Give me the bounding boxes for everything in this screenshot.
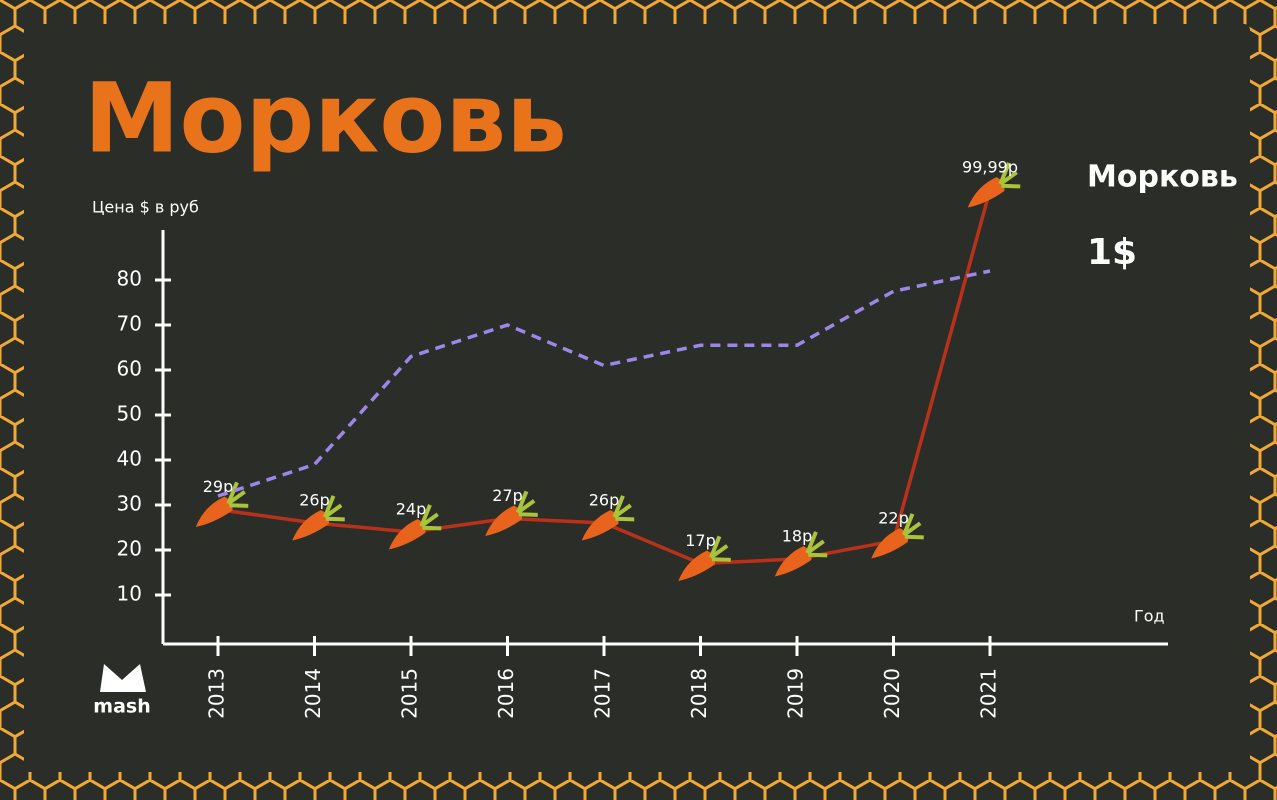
x-tick-label: 2014: [301, 668, 325, 719]
carrot-marker: [871, 513, 924, 559]
x-tick-label: 2017: [591, 668, 615, 719]
y-tick-label: 40: [117, 447, 142, 471]
y-tick-label: 50: [117, 402, 142, 426]
carrot-marker: [292, 495, 345, 541]
value-label: 22р: [878, 509, 909, 528]
panel: [24, 24, 1250, 772]
legend-label: 1$: [1087, 232, 1137, 273]
logo: mash: [93, 696, 150, 718]
y-tick-label: 60: [117, 357, 142, 381]
carrot-body: [581, 510, 619, 541]
value-label: 27р: [492, 486, 523, 505]
carrot-leaves: [419, 504, 442, 531]
y-axis-label: Цена $ в руб: [92, 198, 199, 217]
value-label: 18р: [782, 527, 813, 546]
x-tick-label: 2019: [784, 668, 808, 719]
value-label: 29р: [203, 477, 234, 496]
x-tick-label: 2016: [494, 668, 518, 719]
carrot-body: [871, 528, 909, 559]
y-tick-label: 30: [117, 492, 142, 516]
carrot-body: [678, 550, 716, 581]
x-tick-label: 2013: [205, 668, 229, 719]
x-tick-label: 2015: [398, 668, 422, 719]
y-tick-label: 20: [117, 537, 142, 561]
value-label: 99,99р: [962, 158, 1018, 177]
x-tick-label: 2020: [880, 668, 904, 719]
carrot-body: [388, 519, 426, 550]
x-tick-label: 2021: [977, 668, 1001, 719]
carrot-body: [195, 496, 233, 527]
carrot-body: [774, 546, 812, 577]
carrot-body: [292, 510, 330, 541]
carrot-marker: [485, 490, 538, 536]
legend-label: Морковь: [1087, 160, 1238, 195]
y-tick-label: 70: [117, 312, 142, 336]
chart-title: Морковь: [84, 62, 567, 174]
logo-icon: [100, 664, 146, 692]
carrot-body: [967, 177, 1005, 208]
y-tick-label: 10: [117, 582, 142, 606]
value-label: 26р: [299, 491, 330, 510]
value-label: 24р: [396, 500, 427, 519]
carrot-leaves: [709, 535, 731, 562]
carrot-leaves: [516, 490, 538, 517]
carrot-marker: [195, 481, 249, 527]
carrot-marker: [581, 495, 635, 541]
y-tick-label: 80: [117, 267, 142, 291]
carrot-marker: [678, 535, 731, 581]
x-axis-label: Год: [1134, 607, 1165, 626]
carrot-leaves: [902, 513, 924, 540]
carrot-leaves: [805, 531, 828, 558]
carrot-leaves: [226, 481, 249, 508]
series-line: [217, 269, 991, 498]
carrot-body: [485, 505, 523, 536]
value-label: 26р: [589, 491, 620, 510]
value-label: 17р: [685, 531, 716, 550]
carrot-marker: [774, 531, 828, 577]
carrot-leaves: [998, 162, 1021, 189]
x-tick-label: 2018: [687, 668, 711, 719]
carrot-marker: [388, 504, 442, 550]
carrot-leaves: [612, 495, 635, 522]
carrot-leaves: [323, 495, 345, 522]
carrot-marker: [967, 162, 1021, 208]
